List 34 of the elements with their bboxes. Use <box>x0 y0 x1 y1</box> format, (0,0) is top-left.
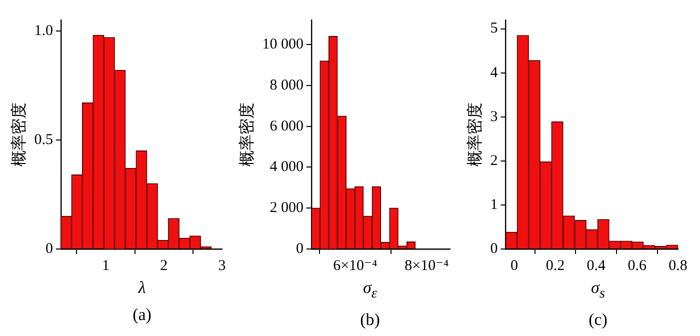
y-tick-label: 4 <box>490 64 498 81</box>
y-tick-label: 0 <box>296 240 304 257</box>
y-tick-label: 4 000 <box>270 159 304 176</box>
y-axis-title: 概率密度 <box>238 102 256 166</box>
y-axis-title: 概率密度 <box>10 102 28 166</box>
x-tick-label: 8×10⁻⁴ <box>404 258 449 274</box>
x-axis-title: σ$_{s}$ <box>591 278 605 304</box>
x-axis-title: σ$_{ε}$ <box>363 278 377 304</box>
x-tick-label: 0.2 <box>546 258 565 274</box>
x-tick-label: 0.8 <box>668 258 688 274</box>
x-tick-label: 3 <box>218 258 226 274</box>
x-tick-label: 0.4 <box>586 258 606 274</box>
x-tick-label: 1 <box>102 258 110 274</box>
y-tick-label: 8 000 <box>270 77 304 94</box>
y-tick-label: 10 000 <box>262 36 304 52</box>
x-tick-label: 2 <box>160 258 168 274</box>
x-tick-label: 6×10⁻⁴ <box>333 258 378 274</box>
y-tick-label: 0 <box>490 240 498 257</box>
text: (b) <box>360 309 380 332</box>
y-tick-label: 1 <box>490 196 498 213</box>
y-tick-label: 0.5 <box>34 132 53 148</box>
x-axis-title: λ <box>138 278 146 298</box>
y-axis-title: 概率密度 <box>466 102 484 166</box>
text: (a) <box>132 304 152 326</box>
x-tick-label: 0 <box>510 258 518 274</box>
y-tick-label: 6 000 <box>270 118 304 134</box>
y-tick-label: 2 <box>490 152 498 169</box>
y-tick-label: 0 <box>45 240 53 257</box>
x-tick-label: 0.6 <box>628 258 647 274</box>
y-tick-label: 3 <box>490 108 498 125</box>
text: (c) <box>588 309 608 332</box>
y-tick-label: 5 <box>490 20 498 37</box>
y-tick-label: 1.0 <box>34 22 53 39</box>
y-tick-label: 2 000 <box>270 200 304 216</box>
